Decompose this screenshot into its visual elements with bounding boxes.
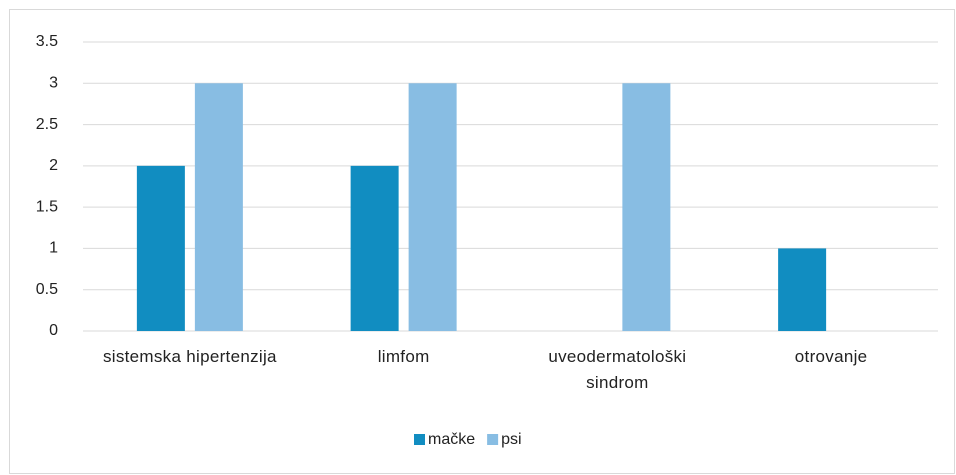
bar [136,165,185,331]
y-tick-label: 3 [49,75,58,92]
x-tick-label: uveodermatološki sindrom [548,347,687,392]
legend-swatch [487,434,499,445]
legend-swatch [414,434,425,445]
bar [408,83,457,332]
y-tick-label: 2.5 [36,116,58,133]
y-tick-label: 1 [49,240,58,257]
bar [778,248,827,331]
x-tick-label: limfom [377,347,430,366]
legend-label: psi [501,431,521,448]
bar [350,165,399,331]
y-tick-label: 2 [49,157,58,174]
y-tick-label: 3.5 [36,33,58,50]
bar [194,83,243,332]
legend-label: mačke [428,431,475,448]
chart-frame [9,9,955,474]
y-tick-label: 1.5 [36,198,58,215]
x-tick-label: sistemska hipertenzija [102,347,277,366]
x-tick-label: otrovanje [794,347,868,366]
y-tick-label: 0.5 [36,281,58,298]
y-tick-label: 0 [49,322,58,339]
bar [622,83,671,332]
